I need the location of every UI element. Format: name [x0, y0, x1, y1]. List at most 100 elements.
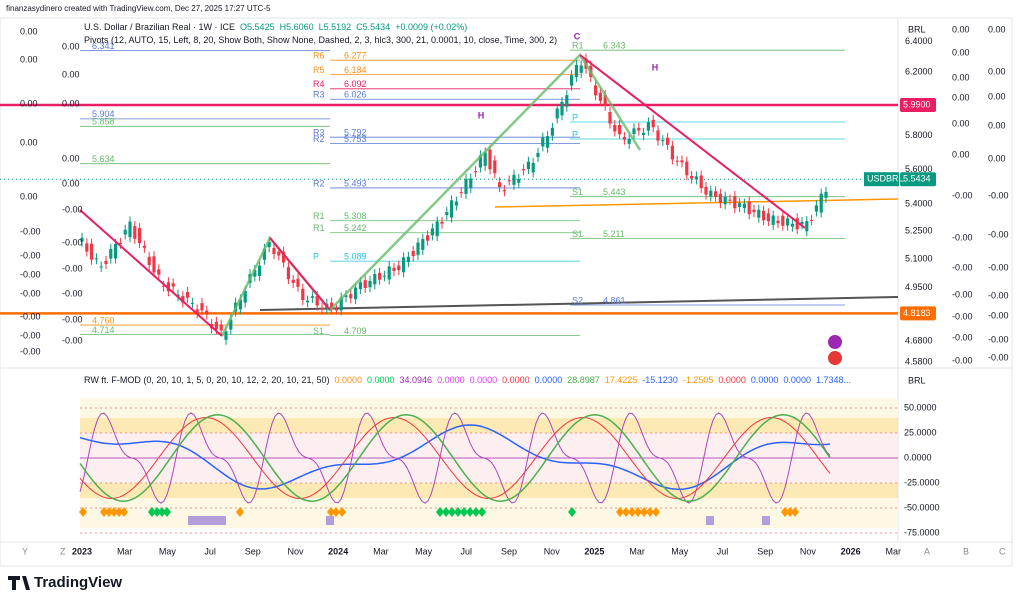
time-tick-label: 2024	[328, 546, 348, 556]
indicator-scale-label: 0.0000	[904, 452, 932, 462]
candle-body	[397, 265, 401, 271]
axis-currency: BRL	[908, 24, 926, 34]
trend-line	[259, 296, 899, 311]
zone	[80, 483, 898, 498]
signal-marker	[622, 507, 630, 517]
icon	[828, 335, 842, 349]
candle-body	[478, 155, 482, 168]
icon	[828, 351, 842, 365]
candle-body	[320, 307, 324, 310]
scale-label: 0.00	[62, 98, 80, 108]
corner-letter: Z	[60, 546, 66, 556]
candle-body	[474, 171, 478, 173]
price-tick-label: 4.6800	[905, 336, 933, 346]
signal-marker	[634, 507, 642, 517]
price-tag	[900, 306, 936, 321]
candle-body	[94, 258, 98, 260]
pivot-label: R1	[313, 223, 325, 233]
candle-body	[229, 319, 233, 330]
candle-body	[565, 95, 569, 107]
candle-body	[555, 108, 559, 119]
scale-label: -0.00	[20, 250, 41, 260]
candle-body	[291, 279, 295, 283]
candle-body	[675, 160, 679, 162]
candle-body	[469, 178, 473, 188]
scale-label: -0.00	[952, 355, 973, 365]
candle-body	[714, 191, 718, 197]
indicator-value: 0.0000	[718, 375, 746, 385]
candle-body	[622, 136, 626, 140]
candle-body	[363, 280, 367, 289]
candle-body	[646, 122, 650, 131]
candle-body	[574, 64, 578, 77]
candle-body	[224, 331, 228, 340]
candle-body	[358, 282, 362, 290]
candle-body	[181, 296, 185, 303]
pivot-value: 4.760	[92, 315, 115, 325]
candle-body	[670, 145, 674, 160]
pattern-label: H	[652, 62, 659, 72]
pivot-label: R2	[313, 134, 325, 144]
time-tick-label: Mar	[117, 546, 133, 556]
scale-label: -0.00	[952, 311, 973, 321]
price-tag	[900, 97, 936, 112]
indicator-value: 0.0000	[469, 375, 498, 385]
candle-body	[728, 199, 732, 201]
scale-label: -0.00	[62, 237, 83, 247]
candle-body	[637, 127, 641, 131]
signal-box	[212, 516, 220, 525]
candle-body	[378, 272, 382, 280]
candle-body	[522, 169, 526, 171]
candle-body	[190, 302, 194, 304]
time-tick-label: Nov	[287, 546, 304, 556]
pivot-value: 5.753	[344, 134, 367, 144]
candle-body	[541, 137, 545, 147]
candle-body	[416, 242, 420, 255]
scale-label: 0.00	[988, 66, 1006, 76]
scale-label: -0.00	[20, 330, 41, 340]
candle-body	[195, 309, 199, 314]
candle-body	[310, 296, 314, 298]
candle-body	[502, 190, 506, 192]
time-tick-label: 2025	[584, 546, 604, 556]
candle-body	[661, 140, 665, 142]
indicator-value: 0.0000	[437, 375, 465, 385]
candle-body	[709, 190, 713, 197]
indicator-currency: BRL	[908, 375, 926, 385]
candle-body	[752, 209, 756, 213]
chart-frame	[0, 17, 1013, 567]
candle-body	[243, 291, 247, 303]
candle-body	[800, 222, 804, 225]
candle-body	[786, 218, 790, 226]
signal-marker	[327, 507, 335, 517]
scale-label: 0.00	[62, 178, 80, 188]
signal-marker	[640, 507, 648, 517]
candle-body	[138, 228, 142, 244]
indicator-value: 17.4225	[604, 375, 638, 385]
scale-label: -0.00	[988, 334, 1009, 344]
scale-label: -0.00	[62, 288, 83, 298]
corner-letter: A	[924, 546, 930, 556]
scale-label: 0.00	[20, 98, 38, 108]
signal-marker	[148, 507, 156, 517]
pivot-label: R5	[313, 65, 325, 75]
scale-label: 0.00	[988, 120, 1006, 130]
candle-body	[680, 160, 684, 163]
scale-label: -0.00	[62, 314, 83, 324]
candle-body	[608, 112, 612, 124]
candle-body	[176, 294, 180, 297]
candle-body	[704, 186, 708, 195]
signal-marker	[652, 507, 660, 517]
signal-marker	[436, 507, 444, 517]
brand: TradingView	[34, 574, 122, 591]
price-tick-label: 5.1000	[905, 253, 933, 263]
candle-body	[550, 127, 554, 136]
signal-marker	[79, 507, 87, 517]
zigzag	[79, 209, 223, 337]
pivot-value: 4.714	[92, 325, 115, 335]
pivots-title: Pivots (12, AUTO, 15, Left, 8, 20, Show …	[84, 35, 558, 45]
scale-label: 0.00	[20, 137, 38, 147]
signal-marker	[472, 507, 480, 517]
legend: U.S. Dollar / Brazilian Real · 1W · ICE O…	[84, 22, 472, 32]
